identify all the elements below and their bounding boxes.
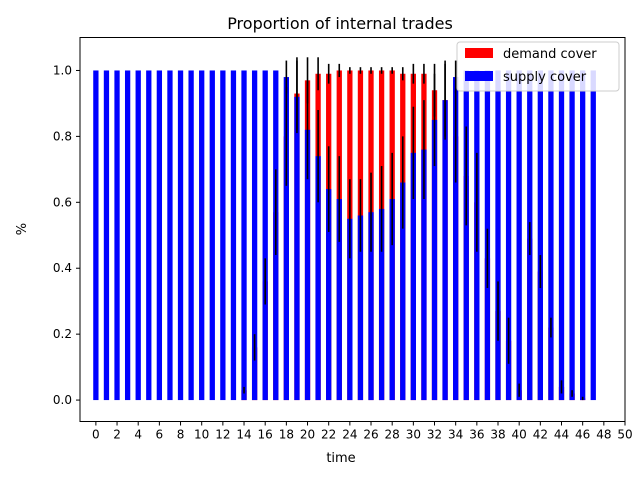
bar-supply-cover <box>453 77 459 401</box>
bar-supply-cover <box>389 199 395 401</box>
bar-supply-cover <box>326 189 332 401</box>
bar-supply-cover <box>336 199 342 401</box>
bar-supply-cover <box>410 152 416 401</box>
x-tick-label: 18 <box>279 428 294 442</box>
bar-supply-cover <box>209 70 215 401</box>
bar-supply-cover <box>103 70 110 401</box>
bar-supply-cover <box>347 218 353 401</box>
y-axis-ticks: 0.0 0.2 0.4 0.6 0.8 1.0 <box>53 63 80 407</box>
x-tick-label: 4 <box>134 428 142 442</box>
legend-swatch-supply <box>465 71 493 81</box>
y-axis-label: % <box>15 223 30 235</box>
bar-supply-cover <box>114 70 120 401</box>
y-tick-label: 0.6 <box>53 195 72 209</box>
legend-label-demand: demand cover <box>503 47 597 62</box>
bar-supply-cover <box>421 149 427 401</box>
bar-supply-cover <box>442 100 448 401</box>
error-bars <box>243 57 584 401</box>
bar-supply-cover <box>283 77 289 401</box>
y-tick-label: 0.8 <box>53 129 72 143</box>
chart-title: Proportion of internal trades <box>227 14 453 33</box>
bar-supply-cover <box>294 96 300 401</box>
bar-supply-cover <box>93 70 99 401</box>
y-tick-label: 1.0 <box>53 63 72 77</box>
x-tick-label: 42 <box>533 428 548 442</box>
y-tick-label: 0.4 <box>53 261 72 275</box>
bar-supply-cover <box>548 70 554 401</box>
legend-label-supply: supply cover <box>503 70 587 85</box>
bar-supply-cover <box>220 70 226 401</box>
legend: demand cover supply cover <box>456 41 620 92</box>
bar-supply-cover <box>431 119 438 401</box>
x-tick-label: 36 <box>469 428 484 442</box>
bar-supply-cover <box>569 70 575 401</box>
legend-swatch-demand <box>465 48 493 58</box>
x-tick-label: 44 <box>554 428 569 442</box>
x-tick-label: 46 <box>575 428 590 442</box>
bar-supply-cover <box>167 70 173 401</box>
bar-supply-cover <box>357 215 364 401</box>
x-axis-label: time <box>326 451 355 466</box>
bar-supply-cover <box>537 70 543 401</box>
bar-supply-cover <box>251 70 258 401</box>
x-tick-label: 22 <box>321 428 336 442</box>
bar-supply-cover <box>463 70 469 401</box>
bar-supply-cover <box>156 70 163 401</box>
x-tick-label: 2 <box>113 428 121 442</box>
bar-supply-cover <box>241 70 247 401</box>
x-tick-label: 12 <box>215 428 230 442</box>
bar-supply-cover <box>135 70 141 401</box>
x-tick-label: 38 <box>490 428 505 442</box>
x-tick-label: 8 <box>177 428 185 442</box>
bar-supply-cover <box>146 70 152 401</box>
bar-supply-cover <box>516 70 522 401</box>
x-tick-label: 50 <box>617 428 632 442</box>
bar-supply-cover <box>495 70 501 401</box>
x-tick-label: 30 <box>406 428 421 442</box>
x-tick-label: 16 <box>258 428 273 442</box>
bar-supply-cover <box>315 156 321 401</box>
bar-supply-cover <box>590 70 596 401</box>
bar-supply-cover <box>505 70 512 401</box>
bar-supply-cover <box>400 182 406 401</box>
x-tick-label: 10 <box>194 428 209 442</box>
bar-supply-cover <box>188 70 194 401</box>
y-tick-label: 0.2 <box>53 327 72 341</box>
x-tick-label: 48 <box>596 428 611 442</box>
plot-frame <box>79 37 626 422</box>
x-tick-label: 20 <box>300 428 315 442</box>
bar-supply-cover <box>177 70 184 401</box>
bar-supply-cover <box>199 70 205 401</box>
x-axis-ticks: 0 2 4 6 8 10 12 14 16 18 20 22 24 26 28 30 32 34 36 38 40 42 4… <box>92 421 633 442</box>
bar-supply-cover <box>304 129 311 401</box>
x-tick-label: 28 <box>385 428 400 442</box>
bar-supply-cover <box>230 70 237 401</box>
x-tick-label: 6 <box>156 428 164 442</box>
bar-supply-cover <box>124 70 131 401</box>
bar-supply-cover <box>580 70 586 401</box>
x-tick-label: 26 <box>363 428 378 442</box>
x-tick-label: 0 <box>92 428 100 442</box>
x-tick-label: 24 <box>342 428 357 442</box>
bar-supply-cover <box>558 70 565 401</box>
bar-supply-cover <box>262 70 268 401</box>
y-tick-label: 0.0 <box>53 393 72 407</box>
bar-supply-cover <box>368 212 374 401</box>
legend-box <box>456 41 620 92</box>
x-tick-label: 34 <box>448 428 463 442</box>
x-tick-label: 32 <box>427 428 442 442</box>
bar-supply-cover <box>378 208 385 401</box>
x-tick-label: 40 <box>512 428 527 442</box>
x-tick-label: 14 <box>236 428 251 442</box>
